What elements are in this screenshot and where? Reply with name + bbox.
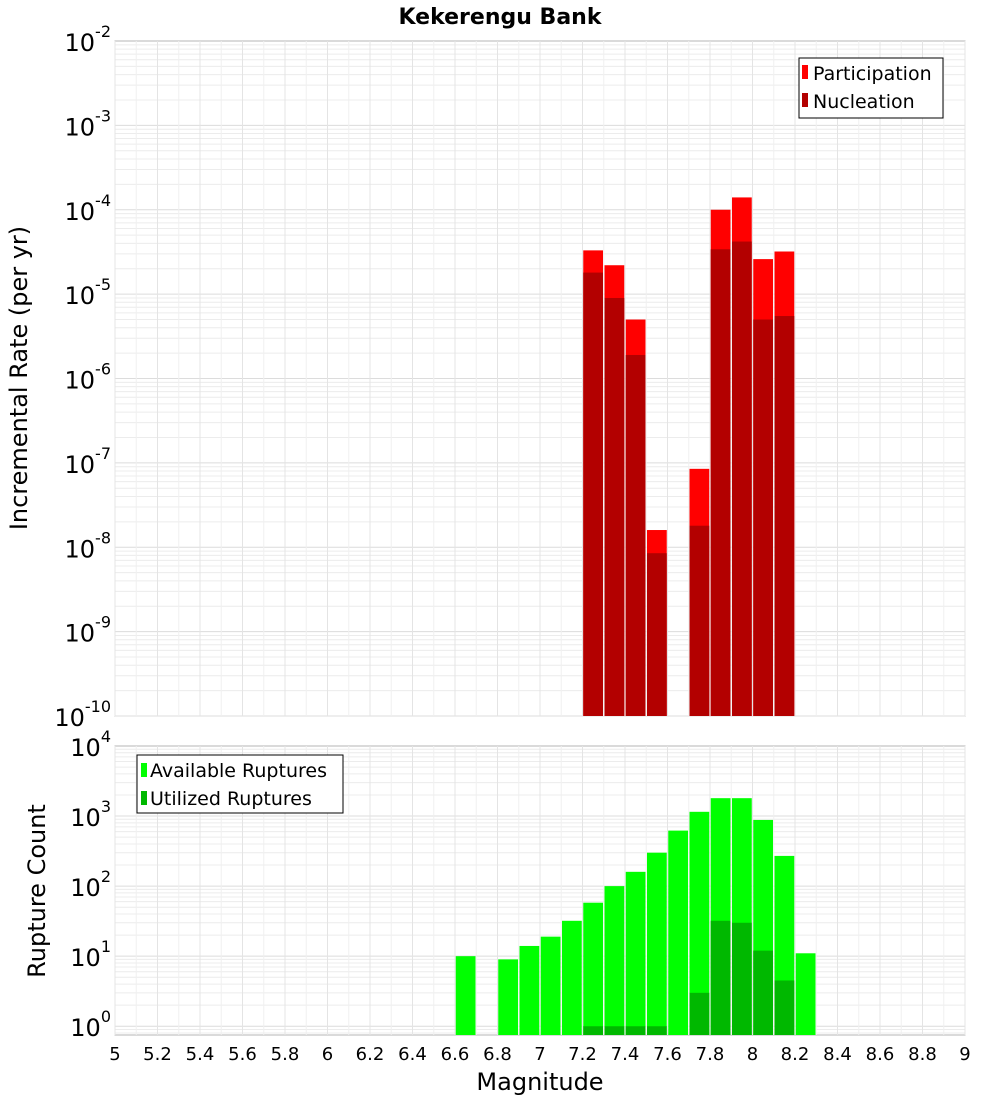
- top-y-tick-label: 10-3: [65, 106, 112, 141]
- bottom-bar-s1: [689, 811, 710, 1035]
- bottom-y-tick-label: 103: [70, 797, 111, 832]
- top-bar-s2: [689, 525, 710, 716]
- bottom-bars: [455, 798, 816, 1035]
- top-y-tick-label: 10-5: [65, 275, 112, 310]
- top-bar-s2: [647, 553, 667, 716]
- x-tick-label: 9: [959, 1044, 970, 1065]
- bottom-bar-s1: [540, 936, 561, 1035]
- x-tick-label: 8.8: [908, 1044, 937, 1065]
- top-panel: 10-10 10-9 10-8 10-7 10-6 10-5 10-4 10-3 10-2 In…: [5, 22, 966, 732]
- bottom-bar-s2: [647, 1026, 667, 1035]
- top-bar-s2: [732, 241, 752, 717]
- bottom-bar-s2: [689, 992, 710, 1035]
- x-tick-label: 5.2: [143, 1044, 172, 1065]
- top-bar-s2: [753, 319, 773, 716]
- top-y-tick-labels: 10-10 10-9 10-8 10-7 10-6 10-5 10-4 10-3 10-2: [54, 22, 111, 732]
- bottom-y-tick-label: 101: [70, 937, 111, 972]
- top-y-tick-label: 10-2: [65, 22, 112, 57]
- x-tick-label: 7.6: [653, 1044, 682, 1065]
- x-tick-label: 6.4: [398, 1044, 427, 1065]
- top-y-tick-label: 10-6: [65, 360, 112, 395]
- bottom-legend: Available Ruptures Utilized Ruptures: [136, 754, 344, 814]
- bottom-bar-s2: [625, 1026, 646, 1035]
- x-tick-label: 6.8: [483, 1044, 512, 1065]
- top-bar-s2: [583, 272, 603, 716]
- x-tick-label: 6: [322, 1044, 333, 1065]
- top-legend: Participation Nucleation: [798, 57, 944, 119]
- top-bar-s2: [625, 354, 646, 716]
- bottom-bar-s2: [753, 950, 773, 1035]
- x-tick-labels: 5 5.2 5.4 5.6 5.8 6 6.2 6.4 6.6 6.8 7 7.2 7.4 7.6 7.8 8…: [109, 1044, 970, 1065]
- bottom-y-tick-label: 100: [70, 1007, 111, 1042]
- legend-utilized: Utilized Ruptures: [150, 788, 312, 810]
- top-bar-s2: [774, 316, 795, 716]
- available-swatch: [141, 763, 147, 777]
- bottom-y-tick-label: 104: [70, 727, 111, 762]
- bottom-bar-s1: [583, 902, 603, 1035]
- bottom-bar-s1: [498, 959, 518, 1035]
- bottom-bar-s2: [732, 922, 752, 1035]
- bottom-legend-box: [136, 754, 344, 814]
- top-legend-box: [798, 57, 944, 119]
- bottom-y-tick-label: 102: [70, 867, 111, 902]
- bottom-bar-s2: [710, 920, 731, 1035]
- legend-nucleation: Nucleation: [813, 91, 915, 113]
- participation-swatch: [802, 65, 808, 79]
- x-tick-label: 7: [534, 1044, 545, 1065]
- bottom-y-tick-labels: 100 101 102 103 104: [70, 727, 111, 1042]
- x-tick-label: 7.4: [611, 1044, 640, 1065]
- x-tick-label: 5.8: [271, 1044, 300, 1065]
- bottom-bar-s1: [604, 886, 625, 1035]
- top-y-tick-label: 10-9: [65, 613, 112, 648]
- top-bar-s2: [604, 297, 625, 716]
- bottom-bar-s1: [795, 953, 816, 1035]
- bottom-panel: 100 101 102 103 104 5 5.2 5.4 5.6 5.8 6 6.2 6.4 6.6 6…: [23, 727, 971, 1096]
- x-tick-label: 8.6: [866, 1044, 895, 1065]
- top-y-tick-label: 10-10: [54, 697, 111, 732]
- bottom-bar-s1: [668, 830, 688, 1035]
- top-bars: [583, 197, 795, 717]
- bottom-bar-s1: [455, 956, 476, 1035]
- x-axis-label: Magnitude: [476, 1068, 603, 1096]
- x-tick-label: 6.6: [441, 1044, 470, 1065]
- bottom-bar-s2: [774, 980, 795, 1035]
- x-tick-label: 5: [109, 1044, 120, 1065]
- chart-title: Kekerengu Bank: [399, 5, 603, 30]
- top-y-tick-label: 10-4: [65, 191, 112, 226]
- top-y-axis-label: Incremental Rate (per yr): [5, 226, 33, 530]
- x-tick-label: 6.2: [356, 1044, 385, 1065]
- bottom-bar-s2: [604, 1026, 625, 1035]
- x-tick-label: 8.2: [781, 1044, 810, 1065]
- bottom-y-axis-label: Rupture Count: [23, 804, 51, 978]
- x-tick-label: 8.4: [823, 1044, 852, 1065]
- x-tick-label: 7.8: [696, 1044, 725, 1065]
- x-tick-label: 7.2: [568, 1044, 597, 1065]
- legend-available: Available Ruptures: [150, 760, 327, 782]
- bottom-bar-s2: [583, 1026, 603, 1035]
- bottom-bar-s1: [562, 920, 582, 1035]
- legend-participation: Participation: [813, 63, 932, 85]
- top-bar-s2: [710, 249, 731, 716]
- top-grid: [114, 41, 966, 717]
- x-tick-label: 5.4: [186, 1044, 215, 1065]
- utilized-swatch: [141, 791, 147, 805]
- bottom-bar-s1: [625, 871, 646, 1035]
- top-y-tick-label: 10-7: [65, 444, 112, 479]
- bottom-bar-s1: [519, 945, 540, 1035]
- nucleation-swatch: [802, 93, 808, 107]
- bottom-grid: [114, 746, 966, 1035]
- top-y-tick-label: 10-8: [65, 528, 112, 563]
- x-tick-label: 5.6: [228, 1044, 257, 1065]
- x-tick-label: 8: [747, 1044, 758, 1065]
- bottom-bar-s1: [647, 852, 667, 1035]
